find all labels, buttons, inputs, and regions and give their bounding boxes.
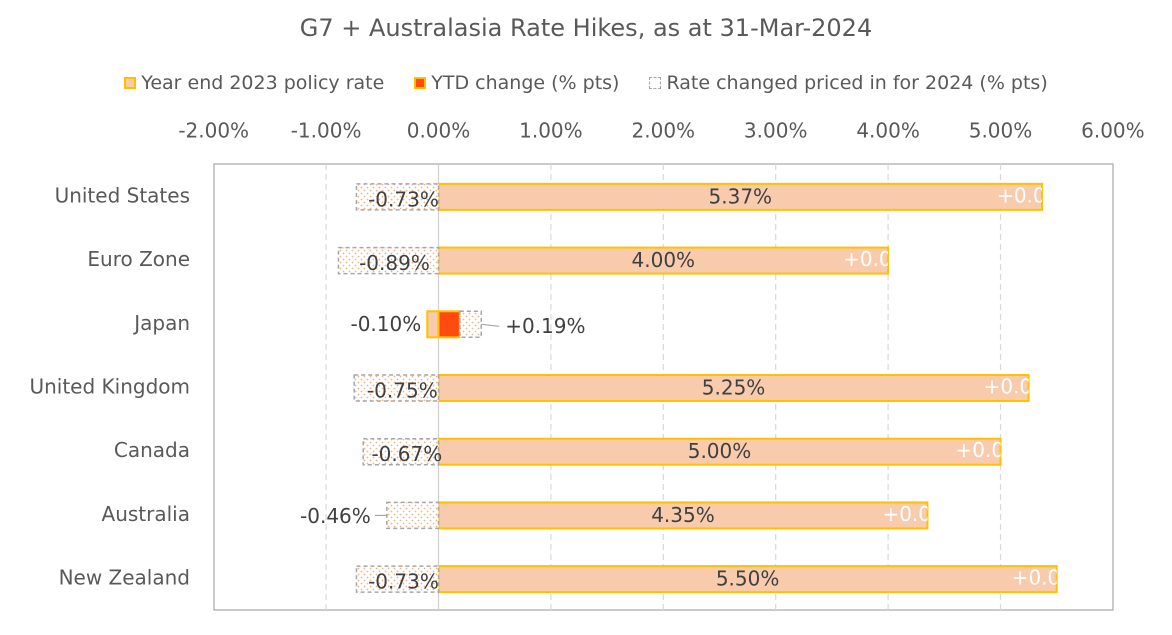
- x-tick-label: 4.00%: [856, 119, 920, 143]
- x-tick-label: 6.00%: [1081, 119, 1145, 143]
- legend-swatch-priced: [649, 77, 662, 89]
- data-label-base: -0.10%: [350, 312, 421, 336]
- x-tick-label: 3.00%: [744, 119, 808, 143]
- legend-item-base: Year end 2023 policy rate: [124, 72, 384, 94]
- category-label: Euro Zone: [87, 247, 190, 271]
- data-label-base: 5.25%: [702, 376, 766, 400]
- data-label-base: 5.50%: [716, 567, 780, 591]
- category-label: New Zealand: [59, 566, 190, 590]
- data-label-priced: -0.67%: [371, 442, 442, 466]
- bar-priced: [355, 183, 440, 211]
- data-label-base: 4.00%: [632, 248, 696, 272]
- bar-priced: [362, 437, 440, 466]
- legend-item-ytd: YTD change (% pts): [414, 72, 619, 94]
- data-label-priced: -0.75%: [367, 379, 438, 403]
- category-label: United Kingdom: [29, 375, 190, 399]
- bar-base: [426, 310, 440, 339]
- bar-base: [437, 501, 929, 530]
- bar-base: [437, 182, 1044, 211]
- data-label-priced: -0.73%: [368, 570, 439, 594]
- data-label-ytd: +0.0: [843, 247, 892, 271]
- bar-priced: [459, 310, 482, 339]
- category-label: Australia: [102, 502, 190, 526]
- legend-item-priced: Rate changed priced in for 2024 (% pts): [649, 72, 1048, 94]
- x-tick-label: -2.00%: [178, 119, 249, 143]
- legend: Year end 2023 policy rate YTD change (% …: [0, 72, 1172, 94]
- bar-ytd: [437, 310, 461, 339]
- legend-swatch-ytd: [414, 77, 427, 89]
- x-tick-label: 5.00%: [969, 119, 1033, 143]
- data-label-priced: -0.46%: [300, 504, 371, 528]
- data-label-ytd: +0.0: [882, 502, 931, 526]
- bar-priced: [353, 374, 440, 402]
- x-tick-label: 1.00%: [519, 119, 583, 143]
- chart-title: G7 + Australasia Rate Hikes, as at 31-Ma…: [299, 14, 873, 42]
- data-label-ytd: +0.0: [1012, 566, 1061, 590]
- data-label-base: 5.37%: [709, 184, 773, 208]
- category-label: Japan: [132, 311, 190, 335]
- data-label-priced: +0.19%: [505, 314, 585, 338]
- bar-priced: [337, 246, 440, 275]
- data-label-priced: -0.73%: [368, 187, 439, 211]
- leader-line: [481, 323, 500, 327]
- data-label-priced: -0.89%: [359, 251, 430, 275]
- legend-label-priced: Rate changed priced in for 2024 (% pts): [666, 72, 1048, 94]
- bar-base: [437, 437, 1002, 466]
- x-tick-label: 2.00%: [632, 119, 696, 143]
- legend-swatch-base: [124, 77, 137, 89]
- legend-label-base: Year end 2023 policy rate: [141, 72, 385, 94]
- bar-priced: [386, 501, 440, 530]
- data-label-ytd: +0.0: [997, 183, 1046, 207]
- bar-priced: [355, 565, 440, 593]
- data-label-base: 5.00%: [688, 439, 752, 463]
- bar-base: [437, 565, 1058, 594]
- category-label: United States: [55, 183, 190, 207]
- data-label-base: 4.35%: [651, 503, 715, 527]
- data-label-ytd: +0.0: [984, 375, 1033, 399]
- x-tick-label: -1.00%: [291, 119, 362, 143]
- category-label: Canada: [114, 438, 190, 462]
- legend-label-ytd: YTD change (% pts): [431, 72, 620, 94]
- data-label-ytd: +0.0: [956, 438, 1005, 462]
- x-tick-label: 0.00%: [407, 119, 471, 143]
